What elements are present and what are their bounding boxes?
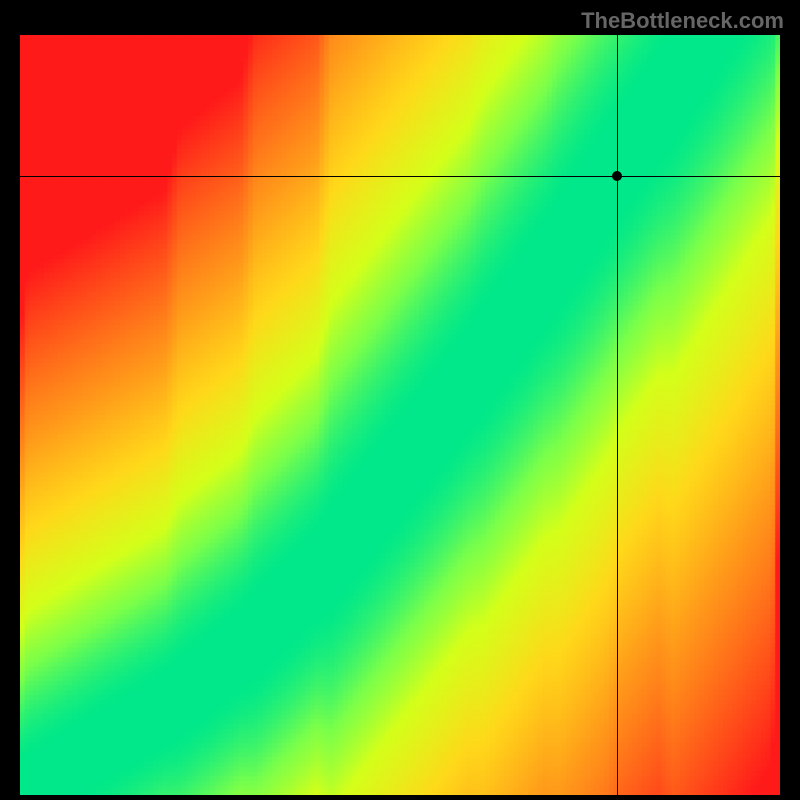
crosshair-horizontal [20, 176, 780, 177]
watermark-text: TheBottleneck.com [581, 8, 784, 34]
crosshair-vertical [617, 35, 618, 795]
heatmap-canvas [20, 35, 780, 795]
bottleneck-heatmap [20, 35, 780, 795]
crosshair-marker-dot [612, 171, 622, 181]
